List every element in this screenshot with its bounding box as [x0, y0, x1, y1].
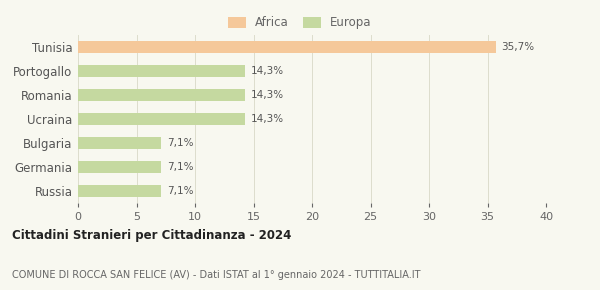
Bar: [78, 137, 161, 149]
Text: 7,1%: 7,1%: [167, 138, 193, 148]
Text: Cittadini Stranieri per Cittadinanza - 2024: Cittadini Stranieri per Cittadinanza - 2…: [12, 229, 292, 242]
Legend: Africa, Europa: Africa, Europa: [223, 12, 377, 34]
Bar: [78, 113, 245, 125]
Bar: [78, 161, 161, 173]
Text: 14,3%: 14,3%: [251, 66, 284, 76]
Bar: [78, 41, 496, 53]
Text: 7,1%: 7,1%: [167, 162, 193, 172]
Text: 35,7%: 35,7%: [502, 42, 535, 52]
Text: 7,1%: 7,1%: [167, 186, 193, 196]
Text: COMUNE DI ROCCA SAN FELICE (AV) - Dati ISTAT al 1° gennaio 2024 - TUTTITALIA.IT: COMUNE DI ROCCA SAN FELICE (AV) - Dati I…: [12, 270, 421, 280]
Text: 14,3%: 14,3%: [251, 114, 284, 124]
Bar: [78, 65, 245, 77]
Text: 14,3%: 14,3%: [251, 90, 284, 100]
Bar: [78, 89, 245, 101]
Bar: [78, 185, 161, 197]
